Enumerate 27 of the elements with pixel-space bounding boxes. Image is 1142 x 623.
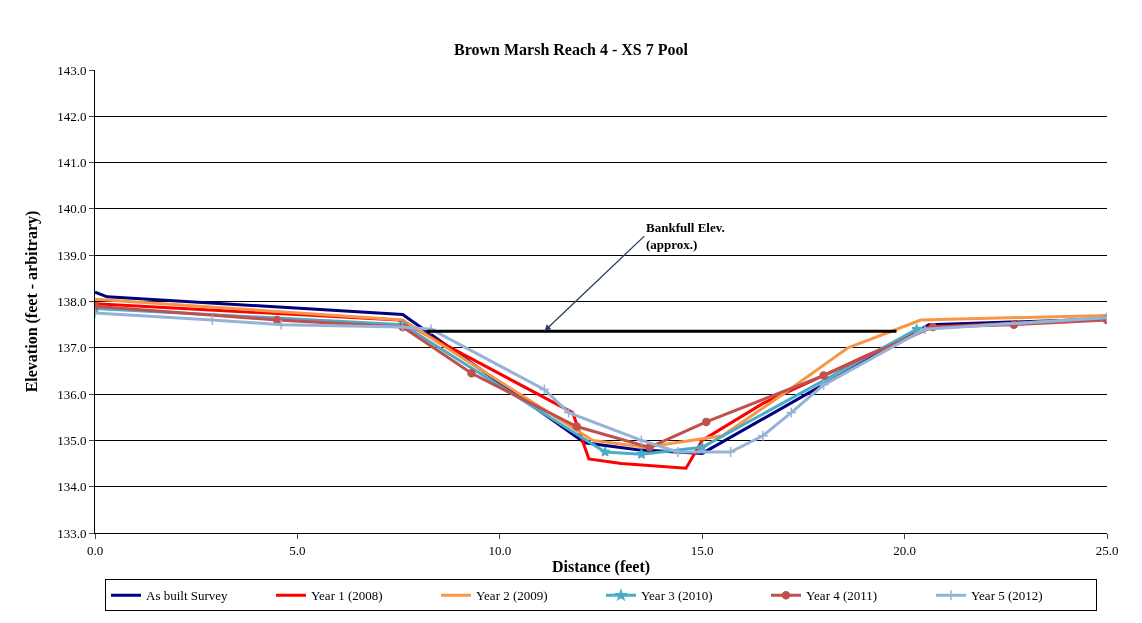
legend-label: Year 1 (2008) bbox=[311, 588, 383, 604]
legend-label: Year 3 (2010) bbox=[641, 588, 713, 604]
y-tick-label: 142.0 bbox=[57, 108, 87, 124]
y-tick-label: 135.0 bbox=[57, 432, 87, 448]
y-tick-label: 133.0 bbox=[57, 525, 87, 541]
y-tick-label: 139.0 bbox=[57, 247, 87, 263]
x-tick-label: 20.0 bbox=[893, 542, 916, 558]
legend-label: Year 2 (2009) bbox=[476, 588, 548, 604]
y-tick-label: 141.0 bbox=[57, 155, 87, 171]
x-tick-label: 10.0 bbox=[488, 542, 512, 558]
y-tick-label: 137.0 bbox=[57, 340, 87, 356]
legend-label: Year 5 (2012) bbox=[971, 588, 1043, 604]
x-tick-label: 5.0 bbox=[289, 542, 306, 558]
y-tick-label: 143.0 bbox=[57, 62, 87, 78]
chart-title: Brown Marsh Reach 4 - XS 7 Pool bbox=[454, 40, 689, 58]
y-axis-title: Elevation (feet - arbitrary) bbox=[23, 210, 42, 393]
annotation: Bankfull Elev. (approx.) bbox=[646, 220, 725, 252]
x-tick-label: 15.0 bbox=[690, 542, 714, 558]
legend-label: As built Survey bbox=[146, 588, 229, 604]
y-tick-label: 134.0 bbox=[57, 479, 87, 495]
legend-label: Year 4 (2011) bbox=[806, 588, 878, 604]
x-axis-title: Distance (feet) bbox=[551, 558, 651, 577]
y-tick-label: 136.0 bbox=[57, 386, 87, 402]
x-tick-label: 25.0 bbox=[1095, 542, 1119, 558]
y-tick-label: 140.0 bbox=[57, 201, 87, 217]
y-tick-label: 138.0 bbox=[57, 294, 87, 310]
x-tick-label: 0.0 bbox=[86, 542, 104, 558]
